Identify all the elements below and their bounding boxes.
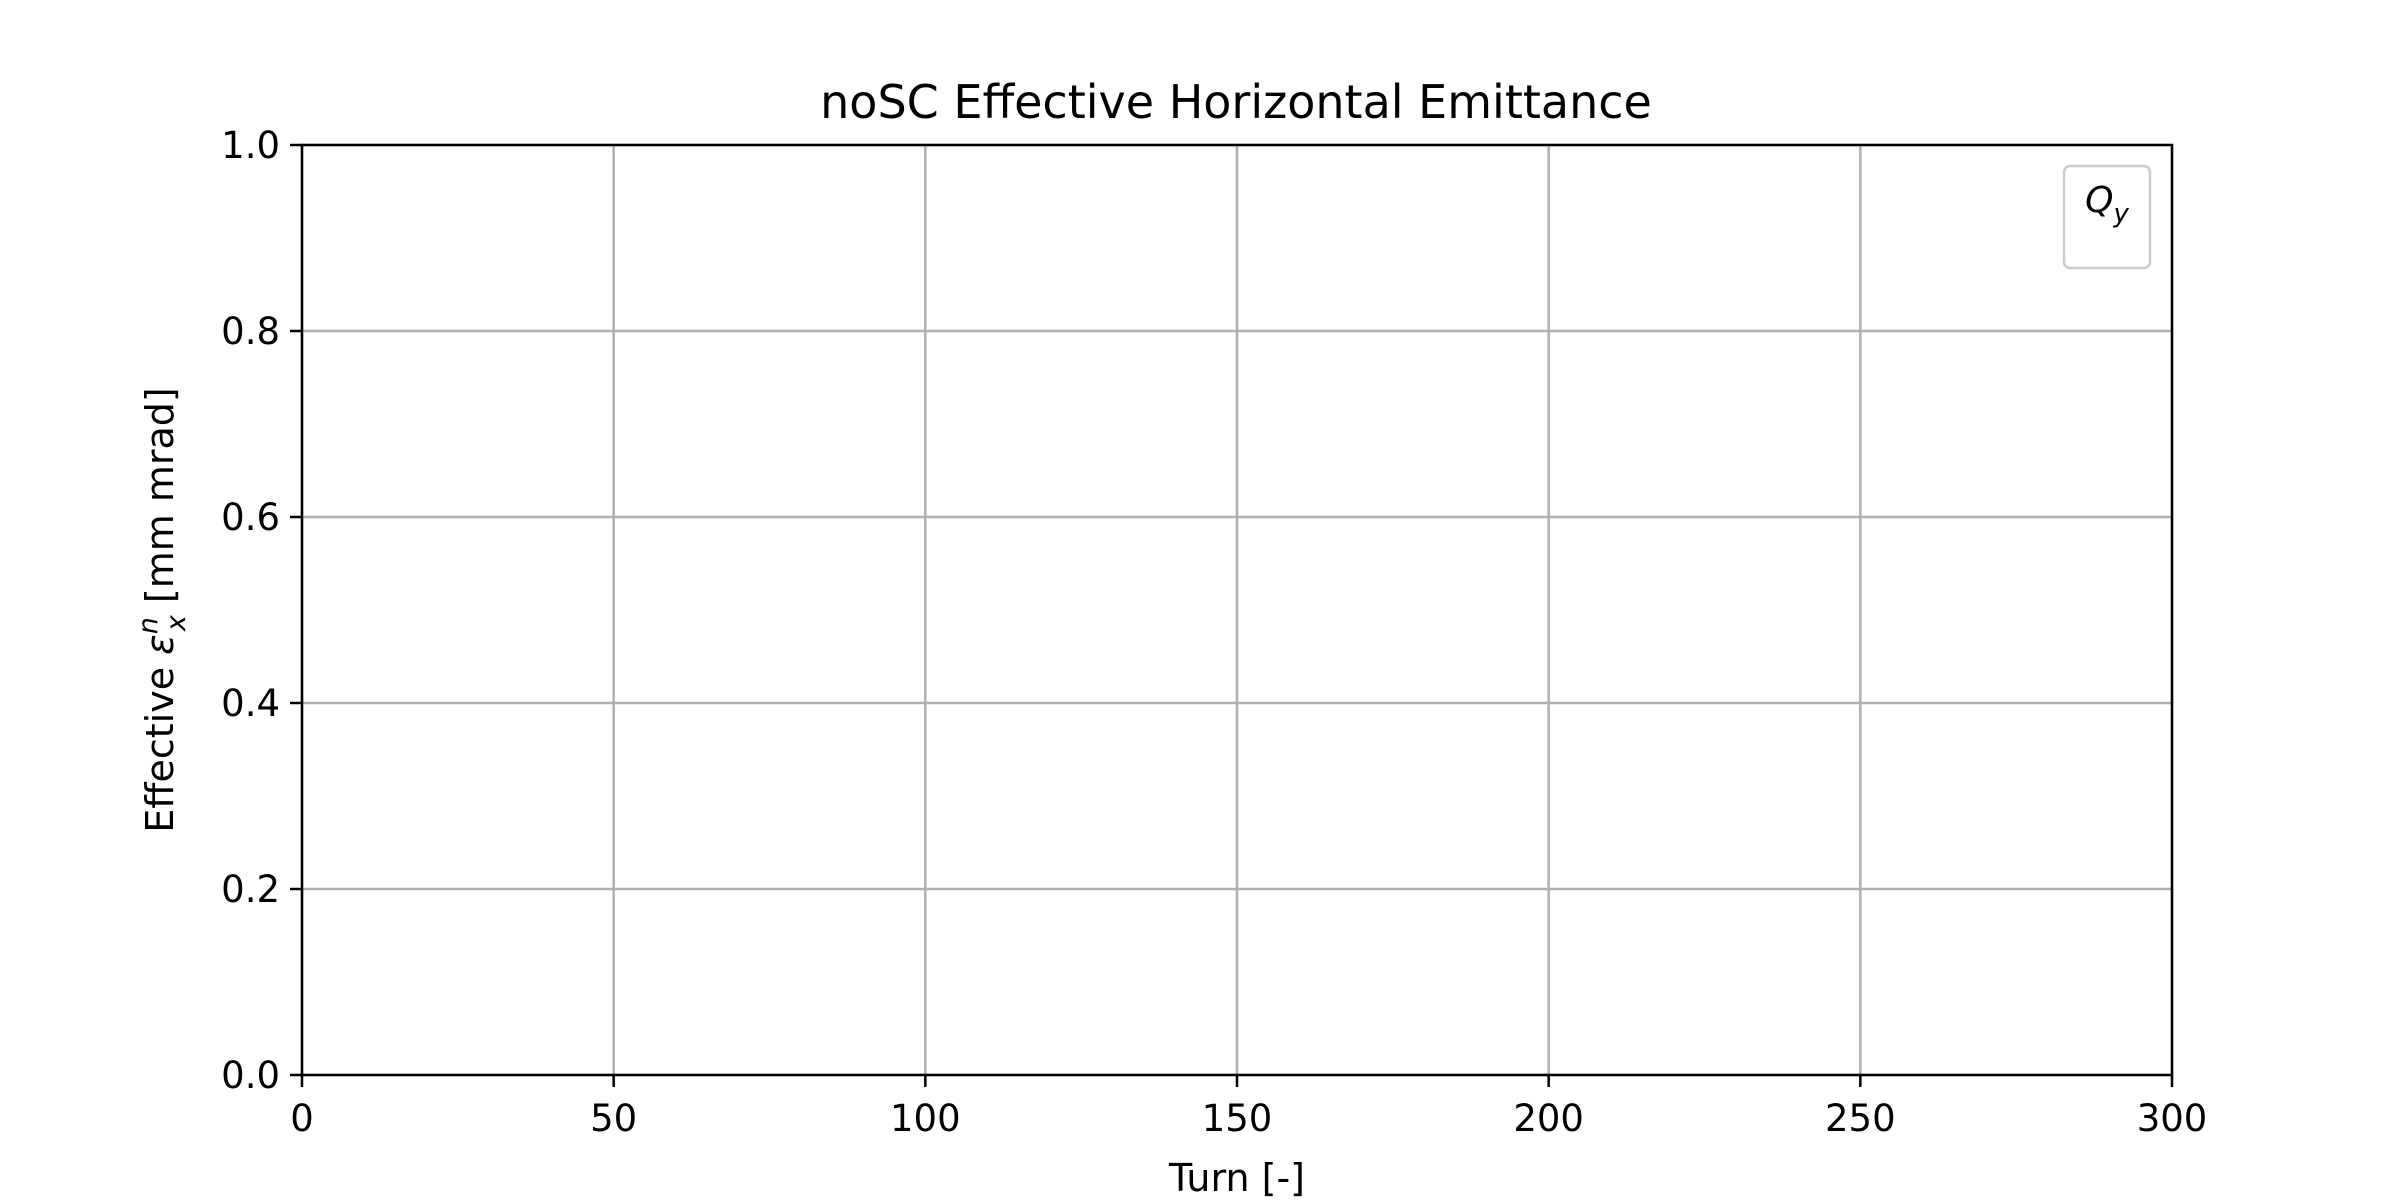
legend-frame: [2062, 164, 2152, 270]
y-axis-label-suffix: [mm mrad]: [138, 387, 182, 615]
x-tick-label: 150: [1202, 1097, 1273, 1140]
y-axis-label: Effective εnx [mm mrad]: [133, 387, 192, 832]
legend-title-base: Q: [2085, 180, 2113, 221]
legend-title-subscript: y: [2112, 199, 2129, 229]
x-tick-label: 50: [590, 1097, 637, 1140]
chart-title: noSC Effective Horizontal Emittance: [820, 75, 1652, 129]
y-tick-label: 0.0: [221, 1054, 280, 1097]
legend: Qy: [2062, 164, 2152, 270]
x-tick-label: 0: [290, 1097, 314, 1140]
x-axis-label: Turn [-]: [1168, 1156, 1305, 1200]
x-tick-label: 250: [1825, 1097, 1896, 1140]
x-tick-label: 200: [1513, 1097, 1584, 1140]
y-axis-label-superscript: n: [133, 617, 164, 634]
legend-title: Qy: [2085, 180, 2129, 229]
y-axis-label-symbol: ε: [138, 634, 182, 655]
axis-ticks: 0 50 100 150 200 250 300 0.0 0.2 0.4 0.6 0.8 1.0: [221, 124, 2207, 1140]
x-tick-label: 100: [890, 1097, 961, 1140]
plot-frame: [300, 143, 2174, 1077]
y-tick-label: 0.2: [221, 868, 280, 911]
y-axis-label-subscript: x: [161, 614, 192, 632]
y-tick-label: 0.6: [221, 496, 280, 539]
x-tick-label: 300: [2137, 1097, 2208, 1140]
y-tick-label: 0.8: [221, 310, 280, 353]
y-tick-label: 0.4: [221, 682, 280, 725]
y-axis-label-prefix: Effective: [138, 655, 182, 833]
y-tick-label: 1.0: [221, 124, 280, 167]
